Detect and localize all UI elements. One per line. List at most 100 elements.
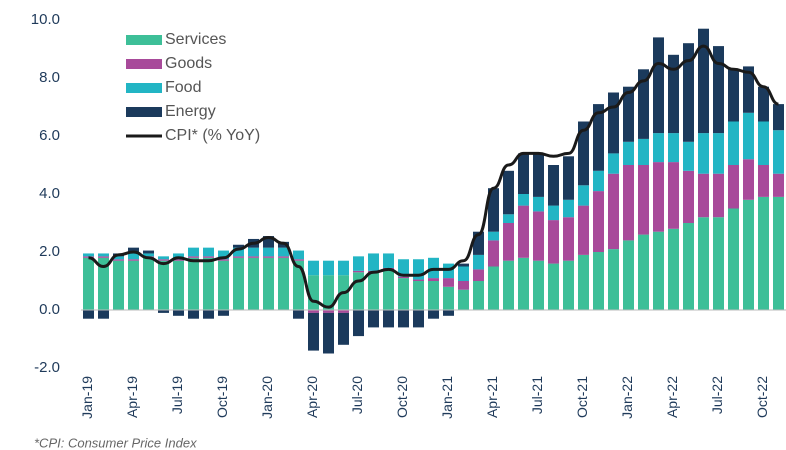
bar-segment [758, 121, 769, 165]
bar-segment [353, 272, 364, 310]
bar-segment [563, 199, 574, 218]
x-tick-label: Apr-19 [124, 376, 140, 418]
bar-segment [653, 231, 664, 310]
bar-segment [548, 205, 559, 221]
legend-swatch [126, 35, 162, 45]
y-tick-label: 10.0 [31, 11, 60, 28]
bar-segment [233, 244, 244, 248]
bar-segment [458, 289, 469, 310]
bar-segment [698, 28, 709, 134]
bar-segment [758, 165, 769, 197]
bar-segment [533, 260, 544, 310]
bar-segment [533, 153, 544, 197]
bar-segment [443, 286, 454, 310]
bar-segment [608, 173, 619, 250]
bar-segment [533, 196, 544, 212]
bar-segment [293, 259, 304, 261]
bar-segment [338, 312, 349, 345]
bar-segment [323, 260, 334, 276]
bar-segment [338, 310, 349, 313]
x-tick-label: Oct-21 [574, 376, 590, 418]
bar-segment [713, 217, 724, 310]
bar-segment [713, 46, 724, 134]
bar-segment [308, 312, 319, 351]
bar-segment [173, 259, 184, 261]
bar-segment [638, 234, 649, 310]
bar-segment [458, 281, 469, 290]
bar-segment [98, 257, 109, 310]
bar-segment [683, 141, 694, 171]
bar-segment [713, 173, 724, 218]
bar-segment [218, 260, 229, 310]
bar-segment [398, 310, 409, 328]
bar-segment [728, 69, 739, 122]
bar-segment [263, 256, 274, 258]
bar-segment [383, 253, 394, 268]
bar-segment [338, 260, 349, 276]
bar-segment [428, 278, 439, 281]
x-tick-label: Jul-22 [709, 376, 725, 414]
bar-segment [413, 279, 424, 281]
bar-segment [518, 205, 529, 258]
bar-segment [173, 310, 184, 316]
bar-segment [473, 231, 484, 255]
bar-segment [188, 257, 199, 310]
bar-segment [248, 256, 259, 258]
bar-segment [158, 259, 169, 261]
bar-segment [323, 275, 334, 310]
bar-segment [353, 270, 364, 273]
bar-segment [503, 214, 514, 223]
bar-segment [473, 281, 484, 310]
legend-swatch [126, 107, 162, 117]
bar-segment [383, 269, 394, 310]
bar-segment [233, 256, 244, 258]
legend-swatch [126, 83, 162, 93]
bar-segment [503, 260, 514, 310]
bar-segment [473, 254, 484, 270]
bar-segment [98, 253, 109, 257]
bar-segment [368, 310, 379, 328]
bar-segment [773, 196, 784, 310]
bar-segment [548, 263, 559, 310]
bar-segment [278, 256, 289, 258]
bar-segment [263, 247, 274, 257]
bar-segment [578, 185, 589, 206]
bar-segment [413, 259, 424, 280]
bar-segment [98, 310, 109, 319]
bar-segment [728, 208, 739, 310]
bar-segment [593, 170, 604, 192]
x-tick-label: Jan-19 [79, 376, 95, 419]
bar-segment [173, 260, 184, 310]
legend-label: Food [165, 79, 201, 96]
bar-segment [608, 249, 619, 310]
y-tick-label: 8.0 [39, 69, 60, 86]
bar-segment [563, 260, 574, 310]
bar-segment [128, 253, 139, 260]
bar-segment [158, 310, 169, 313]
bar-segment [503, 170, 514, 215]
bar-segment [128, 259, 139, 261]
bar-segment [443, 278, 454, 287]
bar-segment [113, 256, 124, 260]
x-tick-label: Oct-22 [754, 376, 770, 418]
bar-segment [578, 205, 589, 255]
bar-segment [638, 165, 649, 235]
bar-segment [248, 257, 259, 310]
cpi-line [88, 44, 779, 309]
bar-segment [623, 141, 634, 165]
bar-segment [293, 260, 304, 310]
bar-segment [83, 253, 94, 257]
bar-segment [218, 250, 229, 260]
bar-segment [698, 133, 709, 174]
bar-segment [668, 228, 679, 310]
bar-segment [113, 259, 124, 261]
bar-segment [413, 281, 424, 310]
bar-segment [263, 257, 274, 310]
footnote: *CPI: Consumer Price Index [34, 435, 197, 450]
bar-segment [128, 260, 139, 310]
bar-segment [113, 260, 124, 310]
bar-segment [233, 247, 244, 257]
bar-segment [638, 69, 649, 139]
bar-segment [143, 250, 154, 254]
bar-segment [698, 217, 709, 310]
